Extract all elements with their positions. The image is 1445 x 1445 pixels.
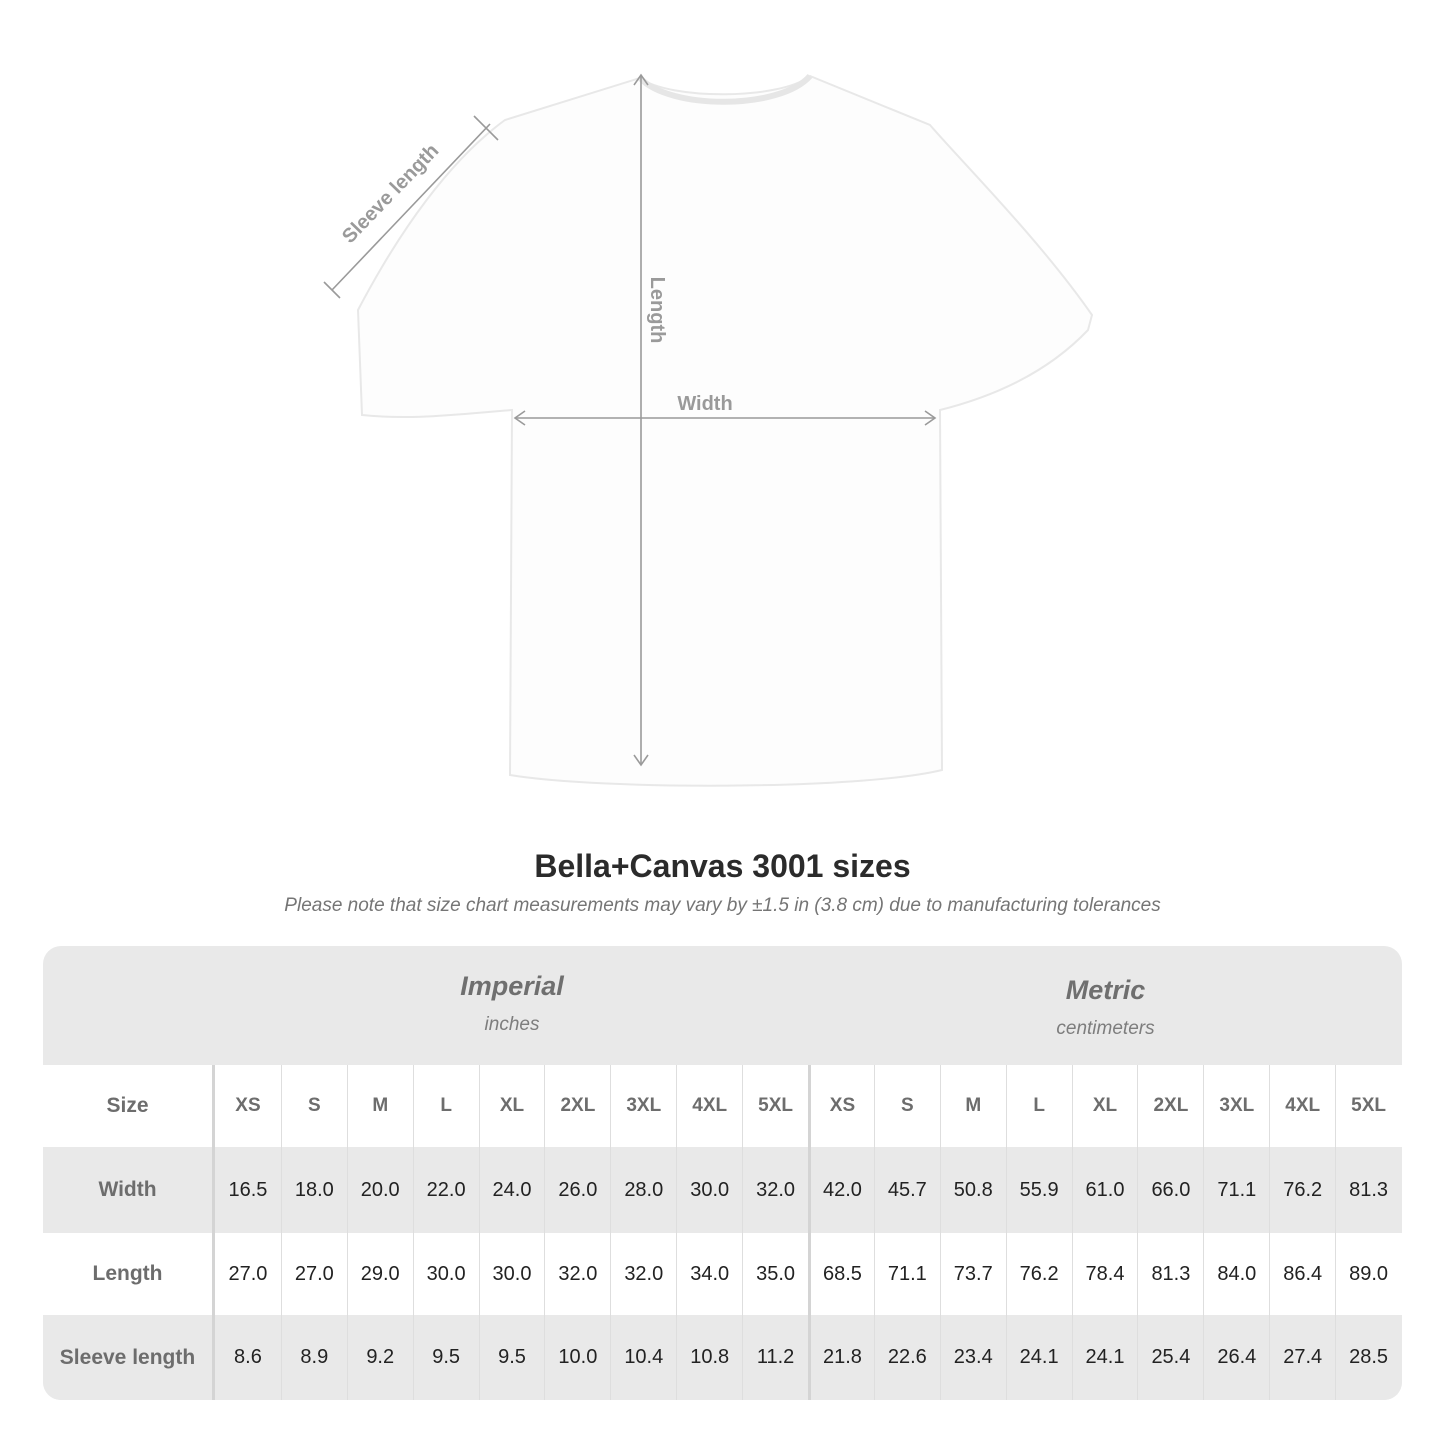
size-header-metric: M (939, 1065, 1006, 1147)
metric-value: 50.8 (939, 1147, 1006, 1233)
row-label: Width (43, 1147, 215, 1233)
size-table: Imperial inches Metric centimeters Size X… (43, 946, 1402, 1400)
size-header-metric: L (1005, 1065, 1072, 1147)
imperial-value: 30.0 (478, 1233, 545, 1315)
size-header-metric: 5XL (1335, 1065, 1401, 1147)
metric-value: 81.3 (1335, 1147, 1401, 1233)
imperial-value: 10.0 (544, 1315, 610, 1400)
size-header-imperial: XS (235, 1095, 261, 1116)
imperial-value: 30.0 (412, 1233, 479, 1315)
imperial-value: 34.0 (676, 1233, 742, 1315)
size-header-metric: 2XL (1137, 1065, 1203, 1147)
imperial-value: 32.0 (544, 1233, 610, 1315)
imperial-value: 27.0 (280, 1233, 347, 1315)
width-label: Width (677, 393, 732, 415)
metric-value: 21.8 (808, 1315, 874, 1400)
row-label: Sleeve length (43, 1315, 215, 1400)
imperial-value: 8.9 (280, 1315, 347, 1400)
tshirt-diagram: Sleeve length Length Width (323, 73, 1094, 787)
metric-value: 78.4 (1071, 1233, 1138, 1315)
imperial-value: 30.0 (676, 1147, 742, 1233)
size-header-imperial: L (412, 1065, 479, 1147)
metric-value: 45.7 (873, 1147, 940, 1233)
table-row: Length 27.0 27.0 29.0 30.0 30.0 32.0 32.0 34.0 35… (43, 1233, 1402, 1315)
metric-value: 22.6 (873, 1315, 940, 1400)
imperial-value: 35.0 (742, 1233, 808, 1315)
row-label: Length (43, 1233, 215, 1315)
metric-value: 71.1 (1203, 1147, 1269, 1233)
size-header-metric: 3XL (1203, 1065, 1269, 1147)
imperial-value: 20.0 (346, 1147, 413, 1233)
table-row: Sleeve length 8.6 8.9 9.2 9.5 9.5 10.0 10.4 10.8… (43, 1315, 1402, 1400)
size-header-metric: S (873, 1065, 940, 1147)
metric-value: 76.2 (1005, 1233, 1072, 1315)
imperial-value: 8.6 (234, 1346, 262, 1368)
size-header-imperial: 3XL (610, 1065, 676, 1147)
imperial-value: 9.5 (478, 1315, 545, 1400)
size-header-imperial: XL (478, 1065, 545, 1147)
imperial-value: 18.0 (280, 1147, 347, 1233)
sleeve-length-line (331, 123, 491, 291)
metric-unit: centimeters (1056, 1018, 1155, 1039)
metric-value: 66.0 (1137, 1147, 1203, 1233)
metric-header: Metric centimeters (809, 946, 1402, 1065)
measure-lines (323, 73, 937, 767)
size-header-imperial: 4XL (676, 1065, 742, 1147)
imperial-value: 10.8 (676, 1315, 742, 1400)
size-header-row: Size XS S M L XL 2XL 3XL 4XL 5XL XS S M L XL 2XL 3XL 4XL 5… (43, 1065, 1402, 1147)
metric-value: 28.5 (1335, 1315, 1401, 1400)
table-row: Width 16.5 18.0 20.0 22.0 24.0 26.0 28.0 30.0 32.… (43, 1147, 1402, 1233)
length-label: Length (646, 277, 668, 344)
imperial-value: 10.4 (610, 1315, 676, 1400)
size-header-imperial: M (346, 1065, 413, 1147)
imperial-value: 16.5 (228, 1178, 268, 1201)
size-header-metric: XS (808, 1065, 874, 1147)
metric-value: 68.5 (808, 1233, 874, 1315)
imperial-value: 24.0 (478, 1147, 545, 1233)
page-title: Bella+Canvas 3001 sizes (534, 848, 911, 884)
size-header-imperial: S (280, 1065, 347, 1147)
tshirt-illustration (356, 74, 1094, 787)
imperial-value: 29.0 (346, 1233, 413, 1315)
imperial-value: 32.0 (610, 1233, 676, 1315)
metric-value: 42.0 (808, 1147, 874, 1233)
metric-value: 71.1 (873, 1233, 940, 1315)
metric-value: 25.4 (1137, 1315, 1203, 1400)
metric-value: 26.4 (1203, 1315, 1269, 1400)
metric-label: Metric (1065, 975, 1146, 1005)
imperial-unit: inches (484, 1014, 540, 1035)
metric-value: 24.1 (1005, 1315, 1072, 1400)
metric-value: 76.2 (1269, 1147, 1335, 1233)
metric-value: 84.0 (1203, 1233, 1269, 1315)
imperial-value: 11.2 (742, 1315, 808, 1400)
imperial-value: 22.0 (412, 1147, 479, 1233)
collar (637, 73, 813, 105)
metric-value: 27.4 (1269, 1315, 1335, 1400)
imperial-value: 26.0 (544, 1147, 610, 1233)
tolerance-note: Please note that size chart measurements… (284, 895, 1161, 916)
metric-value: 81.3 (1137, 1233, 1203, 1315)
metric-value: 55.9 (1005, 1147, 1072, 1233)
metric-value: 89.0 (1335, 1233, 1401, 1315)
metric-value: 23.4 (939, 1315, 1006, 1400)
metric-value: 73.7 (939, 1233, 1006, 1315)
imperial-value: 9.5 (412, 1315, 479, 1400)
size-header-imperial: 2XL (544, 1065, 610, 1147)
metric-value: 86.4 (1269, 1233, 1335, 1315)
imperial-header: Imperial inches (215, 946, 809, 1065)
imperial-value: 27.0 (228, 1262, 268, 1285)
size-header-metric: XL (1071, 1065, 1138, 1147)
size-header-imperial: 5XL (742, 1065, 808, 1147)
imperial-label: Imperial (460, 971, 564, 1001)
imperial-value: 9.2 (346, 1315, 413, 1400)
metric-value: 61.0 (1071, 1147, 1138, 1233)
metric-value: 24.1 (1071, 1315, 1138, 1400)
row-label: Size (43, 1065, 215, 1147)
imperial-value: 28.0 (610, 1147, 676, 1233)
size-header-metric: 4XL (1269, 1065, 1335, 1147)
imperial-value: 32.0 (742, 1147, 808, 1233)
